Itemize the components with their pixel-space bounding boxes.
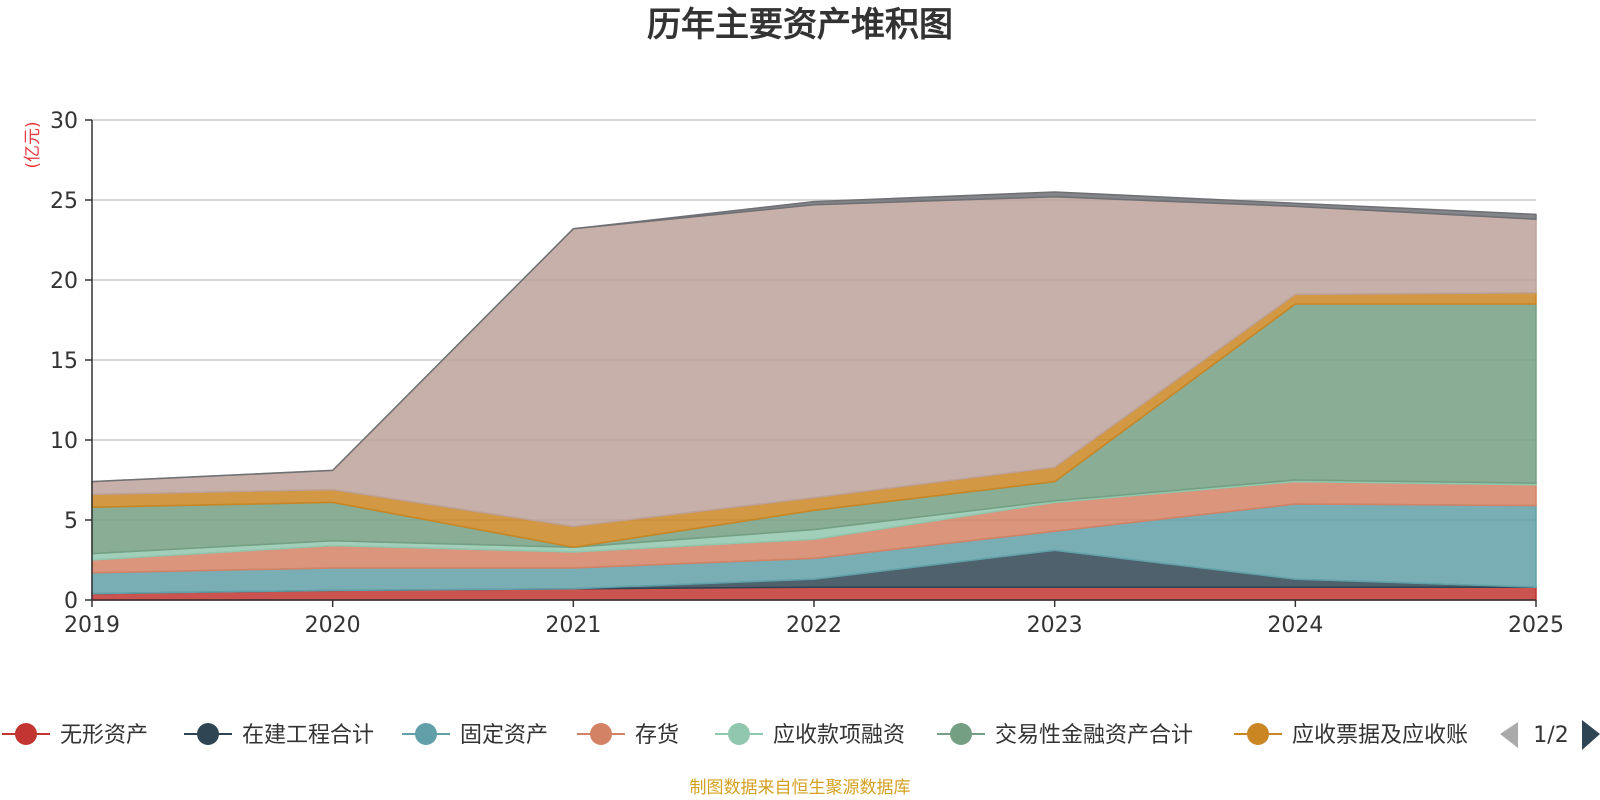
legend-marker [728,723,750,745]
legend-item-0[interactable]: 无形资产 [2,723,148,748]
area-series [91,191,1537,601]
source-note: 制图数据来自恒生聚源数据库 [690,778,911,798]
legend-marker [15,723,37,745]
legend-item-3[interactable]: 存货 [577,723,679,748]
legend-label: 无形资产 [60,723,148,748]
legend-label: 存货 [635,723,679,748]
x-tick-label: 2025 [1508,613,1564,638]
x-tick-label: 2019 [64,613,120,638]
legend-marker [197,723,219,745]
legend-item-6[interactable]: 应收票据及应收账 [1234,723,1468,748]
legend-label: 应收票据及应收账 [1292,723,1468,748]
legend-marker [1247,723,1269,745]
legend-page-indicator: 1/2 [1533,723,1568,748]
area-series-8 [91,191,1537,483]
legend-item-4[interactable]: 应收款项融资 [715,723,905,748]
x-tick-label: 2020 [305,613,361,638]
legend-item-2[interactable]: 固定资产 [402,723,548,748]
legend-marker [950,723,972,745]
x-tick-label: 2021 [545,613,601,638]
y-tick-label: 30 [50,109,78,134]
legend-prev-arrow-icon[interactable] [1500,722,1518,748]
legend-item-5[interactable]: 交易性金融资产合计 [937,723,1193,748]
legend-pager: 1/2 [1500,720,1600,750]
y-tick-label: 15 [50,349,78,374]
legend-label: 交易性金融资产合计 [995,723,1193,748]
y-tick-label: 25 [50,189,78,214]
y-axis-unit: (亿元) [23,121,43,168]
legend-label: 固定资产 [460,723,548,748]
chart-title: 历年主要资产堆积图 [647,5,953,45]
legend[interactable]: 无形资产 在建工程合计 固定资产 存货 应收款项融资 交易性金融资产合计 应收票据及应收账 1… [2,720,1600,750]
y-tick-label: 20 [50,269,78,294]
legend-marker [415,723,437,745]
y-tick-label: 0 [64,589,78,614]
y-tick-label: 5 [64,509,78,534]
legend-label: 应收款项融资 [773,723,905,748]
legend-label: 在建工程合计 [242,723,374,748]
x-tick-label: 2023 [1027,613,1083,638]
x-tick-label: 2024 [1267,613,1323,638]
legend-next-arrow-icon[interactable] [1582,720,1600,750]
y-tick-label: 10 [50,429,78,454]
legend-item-1[interactable]: 在建工程合计 [184,723,374,748]
x-tick-label: 2022 [786,613,842,638]
legend-marker [590,723,612,745]
